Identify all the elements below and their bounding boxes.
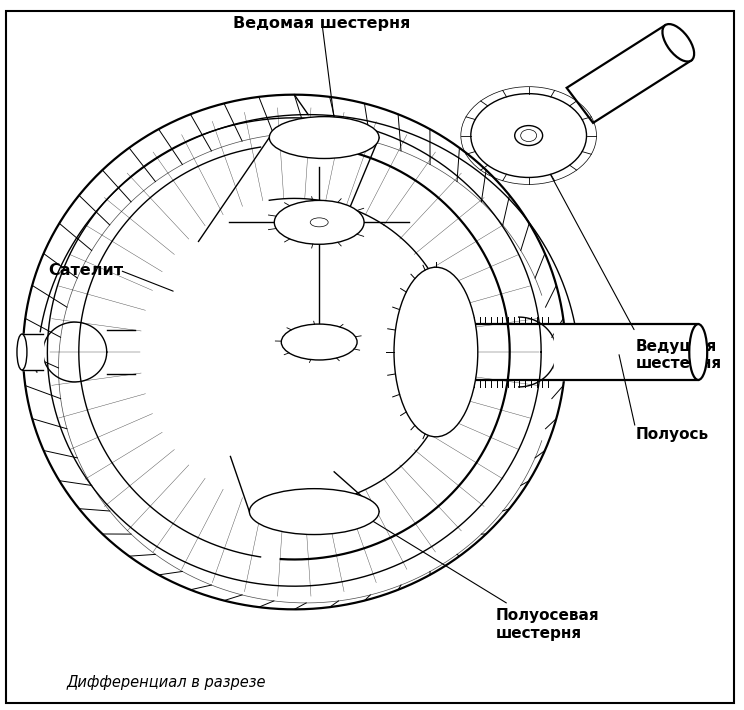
Ellipse shape xyxy=(662,24,694,62)
Ellipse shape xyxy=(521,129,536,141)
Text: Полуосевая
шестерня: Полуосевая шестерня xyxy=(496,608,600,640)
Ellipse shape xyxy=(310,218,328,226)
Ellipse shape xyxy=(471,94,586,178)
Ellipse shape xyxy=(689,324,708,380)
Text: Ведущая
шестерня: Ведущая шестерня xyxy=(635,339,722,371)
Text: Полуось: Полуось xyxy=(635,427,708,442)
Ellipse shape xyxy=(275,200,364,244)
Ellipse shape xyxy=(281,324,357,360)
Ellipse shape xyxy=(17,334,27,370)
Text: Сателит: Сателит xyxy=(48,263,123,278)
Ellipse shape xyxy=(515,126,542,146)
Ellipse shape xyxy=(394,267,478,437)
Polygon shape xyxy=(567,26,691,123)
Text: Ведомая шестерня: Ведомая шестерня xyxy=(234,16,411,31)
Ellipse shape xyxy=(269,116,379,158)
Ellipse shape xyxy=(249,488,379,535)
Text: Дифференциал в разрезе: Дифференциал в разрезе xyxy=(67,674,266,689)
